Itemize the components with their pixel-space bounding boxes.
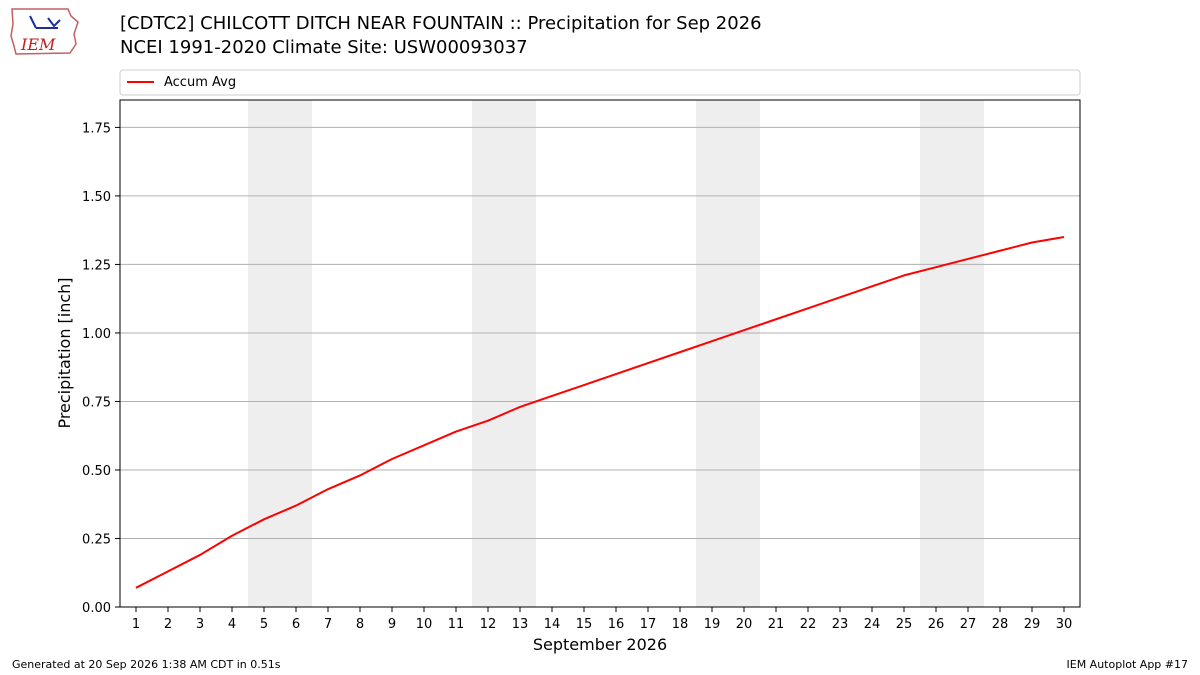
x-tick-label: 25 [896, 617, 913, 632]
x-tick-label: 13 [512, 617, 529, 632]
x-tick-label: 21 [768, 617, 785, 632]
y-tick-label: 0.50 [82, 464, 111, 479]
y-axis: 0.00 0.25 0.50 0.75 1.00 1.25 1.50 1.75 [82, 121, 120, 616]
chart-title: [CDTC2] CHILCOTT DITCH NEAR FOUNTAIN :: … [120, 13, 762, 34]
x-tick-label: 3 [196, 617, 204, 632]
legend: Accum Avg [119, 69, 1081, 96]
weather-station-icon [29, 15, 61, 29]
x-tick-label: 24 [864, 617, 881, 632]
y-tick-label: 1.00 [82, 327, 111, 342]
x-tick-label: 22 [800, 617, 817, 632]
x-tick-label: 29 [1024, 617, 1041, 632]
x-tick-label: 20 [736, 617, 753, 632]
autoplot-app-label: IEM Autoplot App #17 [1066, 658, 1189, 671]
x-tick-label: 28 [992, 617, 1009, 632]
x-tick-label: 30 [1056, 617, 1073, 632]
weekend-band-3 [696, 100, 760, 607]
x-tick-label: 11 [448, 617, 465, 632]
x-tick-label: 2 [164, 617, 172, 632]
x-tick-label: 4 [228, 617, 236, 632]
x-axis: 1 2 3 4 5 6 7 8 9 10 11 12 13 14 15 16 17 18 19 20 21 22 23 24 2… [132, 607, 1072, 632]
x-tick-label: 27 [960, 617, 977, 632]
weekend-band-1 [248, 100, 312, 607]
grid-lines [120, 126, 1080, 539]
y-tick-label: 1.50 [82, 190, 111, 205]
series-line-accum-avg [135, 236, 1065, 589]
x-tick-label: 18 [672, 617, 689, 632]
x-tick-label: 6 [292, 617, 300, 632]
y-tick-label: 0.75 [82, 395, 111, 410]
y-axis-label: Precipitation [inch] [55, 277, 74, 428]
series-layer [135, 236, 1065, 589]
x-tick-label: 9 [388, 617, 396, 632]
iowa-outline-icon [10, 8, 79, 55]
x-tick-label: 16 [608, 617, 625, 632]
y-tick-label: 1.75 [82, 121, 111, 136]
x-tick-label: 1 [132, 617, 140, 632]
x-tick-label: 17 [640, 617, 657, 632]
legend-box [119, 69, 1081, 96]
generated-timestamp: Generated at 20 Sep 2026 1:38 AM CDT in … [12, 658, 281, 671]
x-axis-label: September 2026 [533, 635, 667, 654]
x-tick-label: 12 [480, 617, 497, 632]
chart-subtitle: NCEI 1991-2020 Climate Site: USW00093037 [120, 37, 528, 58]
iem-logo-text: IEM [20, 35, 56, 54]
weekend-band-4 [920, 100, 984, 607]
x-tick-label: 10 [416, 617, 433, 632]
x-tick-label: 5 [260, 617, 268, 632]
x-tick-label: 14 [544, 617, 561, 632]
x-tick-label: 7 [324, 617, 332, 632]
x-tick-label: 23 [832, 617, 849, 632]
x-tick-label: 26 [928, 617, 945, 632]
y-tick-label: 1.25 [82, 258, 111, 273]
plot-frame [119, 99, 1081, 608]
x-tick-label: 19 [704, 617, 721, 632]
y-tick-label: 0.00 [82, 601, 111, 616]
weekend-band-2 [472, 100, 536, 607]
weekend-bands [248, 100, 984, 607]
y-tick-label: 0.25 [82, 532, 111, 547]
iem-logo: IEM [10, 8, 79, 55]
x-tick-label: 15 [576, 617, 593, 632]
legend-label-accum-avg: Accum Avg [164, 75, 236, 90]
x-tick-label: 8 [356, 617, 364, 632]
